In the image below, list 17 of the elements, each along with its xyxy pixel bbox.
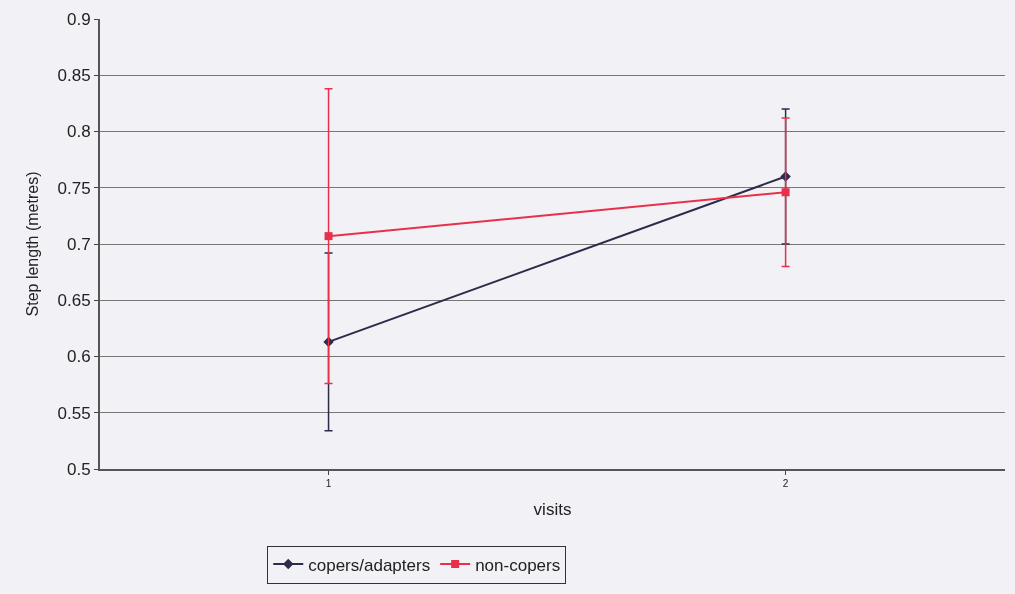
y-tick-label: 0.7	[66, 234, 91, 254]
y-tick-label: 0.65	[57, 291, 91, 311]
y-tick-label: 0.8	[66, 122, 91, 142]
y-axis-title: Step length (metres)	[23, 171, 41, 317]
y-tick-label: 0.75	[57, 178, 91, 198]
x-tick-label: 1	[325, 478, 332, 489]
y-tick-label: 0.55	[57, 403, 91, 423]
y-tick-label: 0.5	[66, 459, 91, 479]
legend-label: non-copers	[475, 555, 561, 575]
x-axis-title: visits	[533, 499, 572, 519]
y-tick-label: 0.6	[66, 347, 91, 367]
y-tick-label: 0.9	[66, 9, 91, 29]
legend-label: copers/adapters	[308, 555, 431, 575]
x-tick-label: 2	[782, 478, 789, 489]
y-tick-label: 0.85	[57, 66, 91, 86]
point	[781, 188, 790, 197]
point	[324, 232, 333, 241]
